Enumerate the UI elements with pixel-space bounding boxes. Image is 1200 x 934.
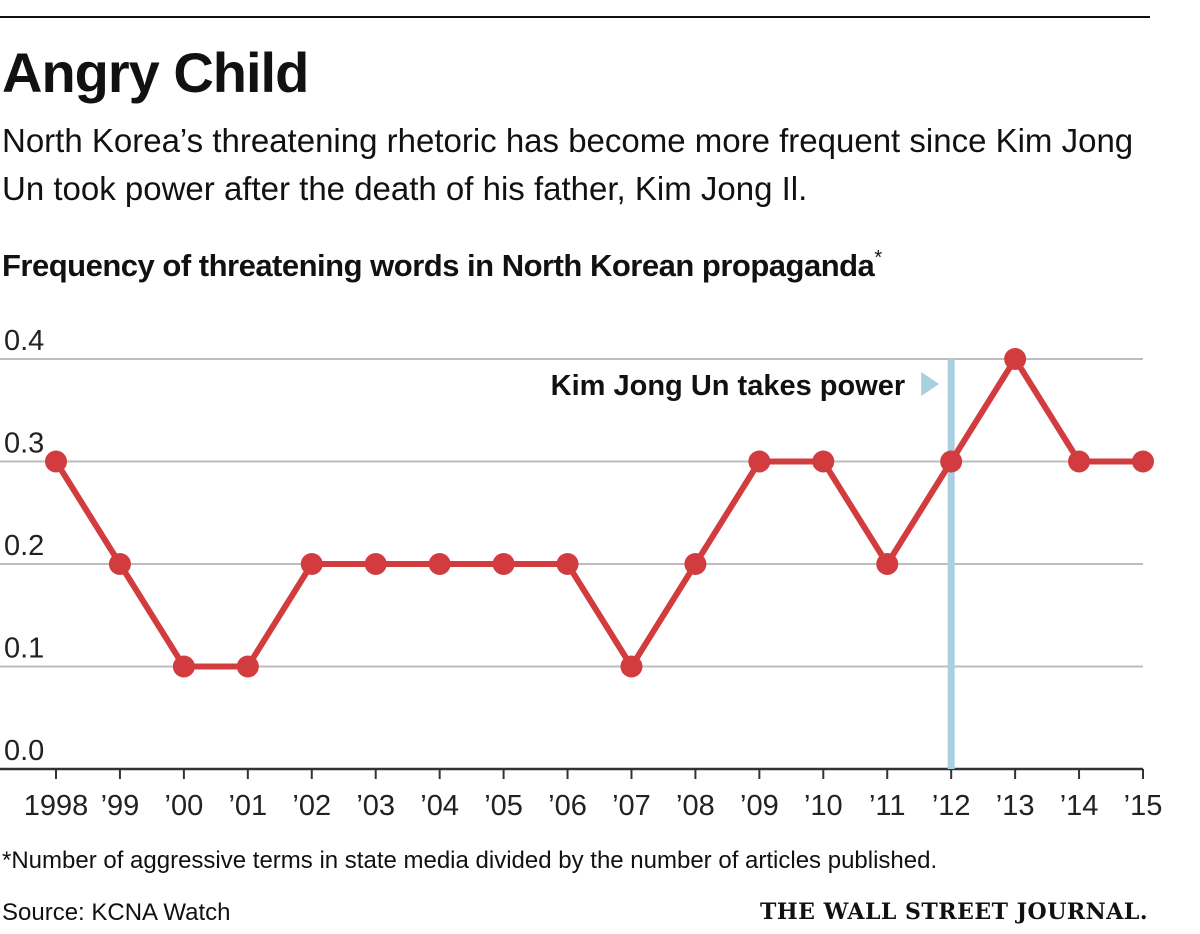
chart-heading-text: Frequency of threatening words in North … [2, 248, 875, 283]
x-tick-label: ’07 [612, 790, 651, 822]
chart-title: Angry Child [2, 41, 309, 104]
line-chart: 0.0 0.1 0.2 0.3 0.4 1998 ’99 ’00 ’01 ’02 ’03 ’04 ’05… [0, 325, 1163, 822]
data-point [1132, 450, 1154, 473]
x-tick-label: ’99 [101, 790, 140, 822]
data-point [492, 553, 515, 575]
x-tick-label: ’00 [165, 790, 204, 822]
x-tick-label: ’14 [1060, 790, 1099, 822]
y-tick-label: 0.1 [4, 633, 44, 665]
top-rule [0, 16, 1150, 18]
data-point [364, 553, 387, 575]
data-point [1004, 348, 1027, 370]
chart-heading-asterisk: * [874, 247, 882, 269]
data-point [748, 450, 771, 473]
y-tick-label: 0.3 [4, 428, 44, 460]
data-point [1068, 450, 1091, 473]
x-tick-label: ’11 [869, 790, 906, 822]
chart-subtitle: North Korea’s threatening rhetoric has b… [2, 122, 1134, 207]
data-point [108, 553, 131, 575]
data-point [684, 553, 707, 575]
data-point [172, 655, 195, 678]
data-point [556, 553, 579, 575]
series-line [53, 356, 1146, 670]
data-point [236, 655, 259, 678]
data-point [876, 553, 899, 575]
data-point [300, 553, 323, 575]
x-tick-label: ’13 [996, 790, 1035, 822]
x-tick-label: ’08 [676, 790, 715, 822]
data-point [428, 553, 451, 575]
x-tick-label: ’06 [548, 790, 587, 822]
annotation-label: Kim Jong Un takes power [551, 370, 906, 402]
x-tick-label: 1998 [24, 790, 89, 822]
data-point [940, 450, 963, 473]
data-point [45, 450, 67, 473]
y-tick-label: 0.4 [4, 325, 44, 357]
x-tick-label: ’09 [740, 790, 779, 822]
chart-heading: Frequency of threatening words in North … [2, 247, 882, 284]
annotation-arrow [921, 372, 940, 396]
x-tick-label: ’04 [420, 790, 459, 822]
x-tick-label: ’12 [932, 790, 971, 822]
x-tick-label: ’01 [228, 790, 267, 822]
x-tick-label: ’15 [1124, 790, 1163, 822]
y-tick-label: 0.2 [4, 530, 44, 562]
data-point [620, 655, 643, 678]
footnote: *Number of aggressive terms in state med… [2, 847, 938, 874]
x-tick-label: ’03 [356, 790, 395, 822]
x-tick-label: ’05 [484, 790, 523, 822]
x-tick-label: ’10 [804, 790, 843, 822]
wsj-logo: THE WALL STREET JOURNAL. [759, 899, 1148, 925]
x-tick-label: ’02 [292, 790, 331, 822]
source-note: Source: KCNA Watch [2, 899, 231, 926]
data-point [812, 450, 835, 473]
y-tick-label: 0.0 [4, 735, 44, 767]
